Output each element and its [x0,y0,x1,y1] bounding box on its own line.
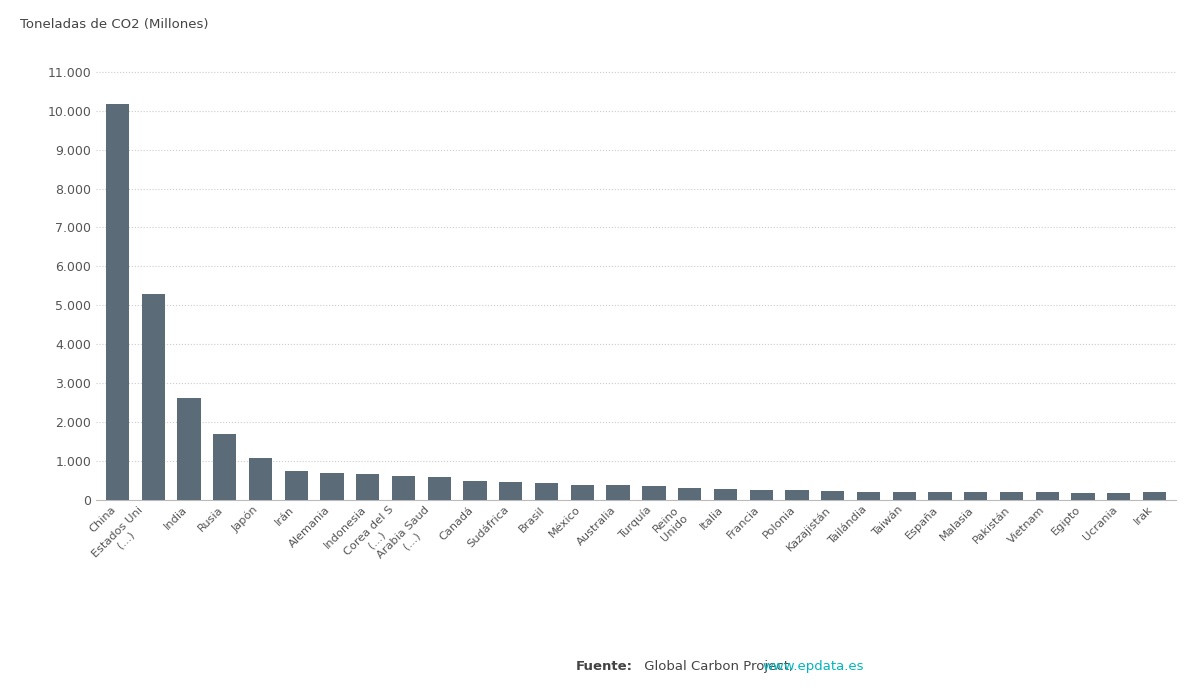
Bar [1036,493,1058,500]
Bar [142,294,164,500]
Bar [1000,492,1024,500]
Bar [606,485,630,500]
Bar [535,483,558,500]
Bar [1072,493,1094,500]
Bar [642,486,666,500]
Bar [929,492,952,500]
Bar [248,458,272,500]
Bar [320,473,343,500]
Bar [893,492,916,500]
Text: www.epdata.es: www.epdata.es [762,660,864,672]
Text: Fuente:: Fuente: [576,660,634,672]
Bar [1142,493,1166,500]
Text: Toneladas de CO2 (Millones): Toneladas de CO2 (Millones) [20,17,209,31]
Bar [392,476,415,500]
Bar [106,104,130,500]
Bar [1108,493,1130,500]
Bar [284,471,308,500]
Bar [463,481,487,500]
Bar [427,477,451,500]
Bar [821,491,845,500]
Bar [678,488,701,500]
Bar [714,489,737,500]
Bar [571,484,594,500]
Bar [785,491,809,500]
Bar [857,491,880,500]
Bar [356,475,379,500]
Bar [214,434,236,500]
Text: Global Carbon Project,: Global Carbon Project, [640,660,797,672]
Bar [499,482,522,500]
Bar [178,398,200,500]
Bar [964,492,988,500]
Bar [750,489,773,500]
